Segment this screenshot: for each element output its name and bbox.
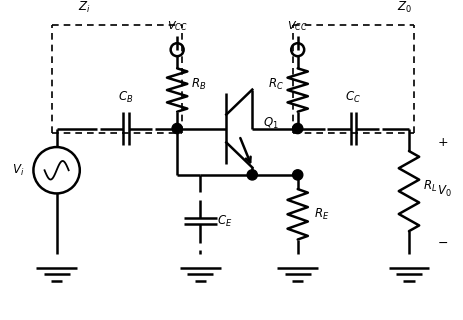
Text: $V_{CC}$: $V_{CC}$ (167, 19, 188, 33)
Circle shape (247, 170, 257, 180)
Text: $Z_i$: $Z_i$ (78, 0, 91, 15)
Circle shape (293, 124, 303, 134)
Text: $Q_1$: $Q_1$ (263, 116, 279, 132)
Text: $R_B$: $R_B$ (191, 77, 206, 92)
Text: $C_E$: $C_E$ (217, 214, 232, 229)
Text: $Z_0$: $Z_0$ (397, 0, 412, 15)
Circle shape (293, 170, 303, 180)
Text: $C_B$: $C_B$ (119, 90, 134, 105)
Text: $+$: $+$ (437, 136, 448, 149)
Text: $R_C$: $R_C$ (268, 77, 284, 92)
Text: $C_C$: $C_C$ (345, 90, 361, 105)
Text: $V_0$: $V_0$ (437, 184, 451, 199)
Text: $R_E$: $R_E$ (314, 207, 330, 222)
Text: $V_i$: $V_i$ (12, 163, 24, 178)
Circle shape (172, 124, 182, 134)
Text: $-$: $-$ (437, 236, 448, 249)
Text: $V_{CC}$: $V_{CC}$ (288, 19, 308, 33)
Text: $R_L$: $R_L$ (423, 179, 437, 194)
